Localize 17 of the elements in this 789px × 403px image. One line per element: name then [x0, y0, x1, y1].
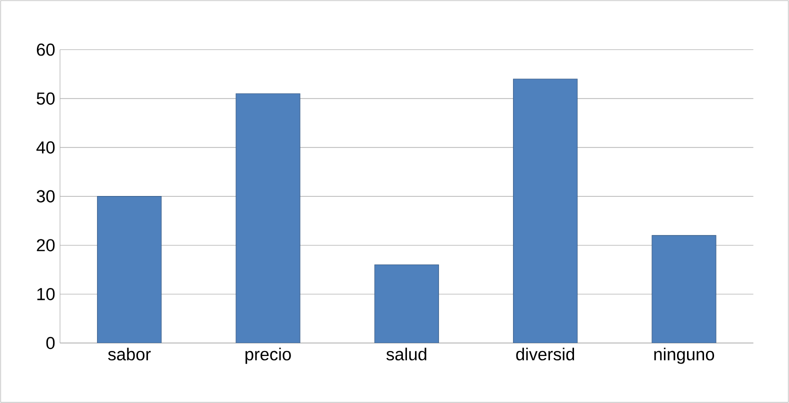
- x-tick-label: precio: [246, 348, 291, 364]
- x-tick-label: salud: [386, 348, 426, 360]
- y-tick-label: 10: [37, 288, 55, 300]
- y-tick-label: 0: [46, 336, 55, 350]
- bar: [236, 93, 300, 343]
- x-tick-label: diversid: [516, 348, 574, 360]
- x-tick-label: ninguno: [654, 348, 714, 364]
- bar: [513, 78, 578, 343]
- bar: [374, 264, 439, 343]
- y-tick-label: 60: [36, 44, 55, 56]
- y-tick-label: 50: [36, 92, 55, 105]
- bar: [652, 235, 716, 343]
- y-tick-label: 30: [36, 190, 55, 202]
- y-tick-label: 20: [36, 239, 55, 252]
- x-tick-label: sabor: [108, 348, 151, 360]
- bar: [97, 196, 162, 343]
- y-tick-label: 40: [36, 141, 55, 154]
